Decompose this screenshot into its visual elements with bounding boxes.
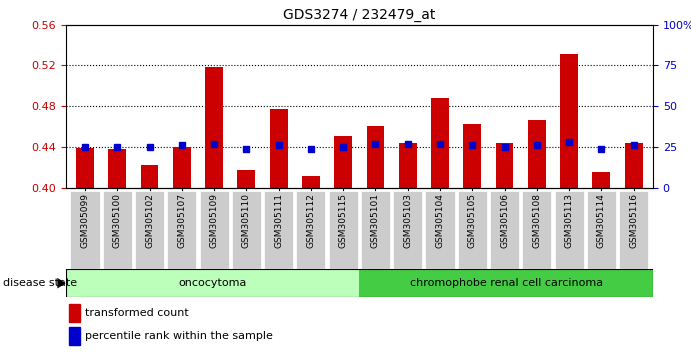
Bar [592, 172, 610, 188]
Bar [141, 165, 158, 188]
Text: oncocytoma: oncocytoma [178, 278, 247, 288]
Bar [560, 54, 578, 188]
Bar [173, 147, 191, 188]
Text: GSM305114: GSM305114 [597, 194, 606, 249]
FancyBboxPatch shape [619, 191, 648, 269]
Text: GSM305111: GSM305111 [274, 194, 283, 249]
FancyBboxPatch shape [296, 191, 325, 269]
FancyBboxPatch shape [555, 191, 584, 269]
Text: GSM305101: GSM305101 [371, 194, 380, 249]
FancyBboxPatch shape [135, 191, 164, 269]
Text: disease state: disease state [3, 278, 77, 288]
Text: transformed count: transformed count [85, 308, 189, 318]
FancyBboxPatch shape [264, 191, 293, 269]
Text: GSM305099: GSM305099 [81, 194, 90, 249]
FancyBboxPatch shape [457, 191, 486, 269]
Bar [464, 124, 481, 188]
Text: GSM305107: GSM305107 [178, 194, 187, 249]
FancyBboxPatch shape [361, 191, 390, 269]
Text: GSM305112: GSM305112 [306, 194, 315, 249]
Text: GSM305115: GSM305115 [339, 194, 348, 249]
Text: chromophobe renal cell carcinoma: chromophobe renal cell carcinoma [410, 278, 603, 288]
Bar [76, 148, 94, 188]
Text: GSM305113: GSM305113 [565, 194, 574, 249]
FancyBboxPatch shape [232, 191, 261, 269]
Bar [69, 327, 79, 345]
Bar [302, 176, 320, 188]
FancyBboxPatch shape [587, 191, 616, 269]
Bar [495, 143, 513, 188]
Bar [431, 98, 449, 188]
Bar [334, 136, 352, 188]
Bar [205, 67, 223, 188]
FancyBboxPatch shape [393, 191, 422, 269]
Bar [399, 143, 417, 188]
FancyBboxPatch shape [200, 191, 229, 269]
FancyBboxPatch shape [103, 191, 132, 269]
Bar [528, 120, 546, 188]
FancyBboxPatch shape [426, 191, 455, 269]
Bar [108, 149, 126, 188]
Text: percentile rank within the sample: percentile rank within the sample [85, 331, 273, 341]
Bar [269, 109, 287, 188]
Text: GSM305104: GSM305104 [435, 194, 444, 249]
FancyBboxPatch shape [522, 191, 551, 269]
Bar [238, 170, 255, 188]
Bar [359, 269, 653, 297]
Text: GSM305100: GSM305100 [113, 194, 122, 249]
Text: GSM305108: GSM305108 [532, 194, 541, 249]
Text: GSM305116: GSM305116 [629, 194, 638, 249]
FancyBboxPatch shape [490, 191, 519, 269]
Text: GSM305106: GSM305106 [500, 194, 509, 249]
Text: GSM305105: GSM305105 [468, 194, 477, 249]
Text: GSM305109: GSM305109 [209, 194, 218, 249]
Text: GSM305110: GSM305110 [242, 194, 251, 249]
Polygon shape [57, 278, 66, 289]
Title: GDS3274 / 232479_at: GDS3274 / 232479_at [283, 8, 435, 22]
FancyBboxPatch shape [329, 191, 358, 269]
Text: GSM305102: GSM305102 [145, 194, 154, 249]
FancyBboxPatch shape [70, 191, 100, 269]
Bar [66, 269, 359, 297]
Bar [625, 143, 643, 188]
FancyBboxPatch shape [167, 191, 196, 269]
Text: GSM305103: GSM305103 [404, 194, 413, 249]
Bar [69, 304, 79, 321]
Bar [367, 126, 384, 188]
